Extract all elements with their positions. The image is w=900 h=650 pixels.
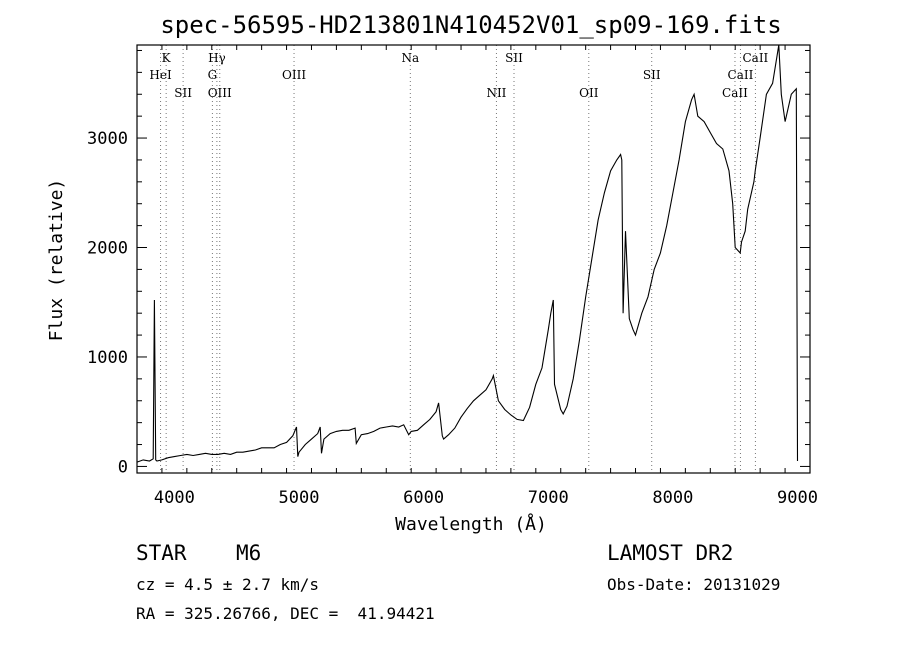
line-marker-label: CaII [722, 86, 748, 100]
line-marker-label: NII [486, 86, 506, 100]
plot-frame [136, 44, 811, 474]
ra-dec: RA = 325.26766, DEC = 41.94421 [136, 604, 435, 623]
object-class: STAR [136, 541, 187, 565]
x-tick-label: 6000 [403, 488, 444, 508]
x-tick-label: 7000 [528, 488, 569, 508]
x-axis-label: Wavelength (Å) [395, 513, 547, 535]
x-tick-label: 5000 [279, 488, 320, 508]
object-subclass: M6 [236, 541, 262, 565]
line-marker-label: CaII [728, 68, 754, 82]
redshift-cz: cz = 4.5 ± 2.7 km/s [136, 575, 320, 594]
line-marker-label: Na [401, 51, 419, 65]
line-marker-lines [160, 45, 756, 473]
line-marker-label: OIII [282, 68, 306, 82]
line-marker-label: SII [505, 51, 523, 65]
survey-name: LAMOST DR2 [607, 541, 734, 565]
line-marker-label: Hγ [208, 51, 226, 65]
line-marker-label: OII [579, 86, 599, 100]
x-tick-label: 4000 [154, 488, 195, 508]
line-marker-label: OIII [208, 86, 232, 100]
spectrum-line [136, 44, 799, 463]
axis-ticks: 4000 5000 6000 7000 8000 9000 0 1000 2000 3000 [87, 45, 818, 508]
y-tick-label: 2000 [87, 239, 128, 259]
y-tick-label: 1000 [87, 348, 128, 368]
line-marker-label: K [162, 51, 172, 65]
obs-date: Obs-Date: 20131029 [607, 575, 781, 594]
chart-title: spec-56595-HD213801N410452V01_sp09-169.f… [160, 11, 781, 39]
line-marker-label: HeI [149, 68, 172, 82]
line-marker-label: CaII [742, 51, 768, 65]
x-tick-label: 8000 [652, 488, 693, 508]
y-tick-label: 3000 [87, 129, 128, 149]
x-tick-label: 9000 [777, 488, 818, 508]
line-marker-label: SII [643, 68, 661, 82]
y-tick-label: 0 [118, 457, 128, 477]
y-axis-label: Flux (relative) [46, 179, 67, 342]
line-marker-label: SII [174, 86, 192, 100]
line-marker-label: G [208, 68, 218, 82]
